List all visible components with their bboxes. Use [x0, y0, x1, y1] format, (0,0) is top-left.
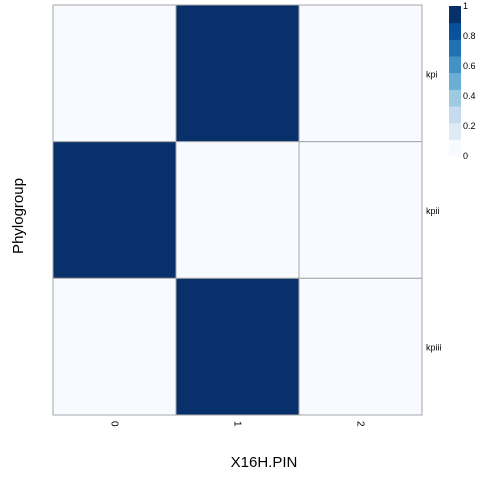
y-tick-label: kpii	[426, 206, 440, 216]
legend-color-block	[449, 72, 461, 90]
heatmap-cell-kpii-1	[175, 141, 300, 279]
heatmap-cell-kpiii-2	[298, 277, 423, 416]
legend-color-block	[449, 106, 461, 124]
heatmap-cell-kpiii-0	[52, 277, 177, 416]
heatmap-cell-kpii-2	[298, 141, 423, 279]
heatmap-cell-kpii-0	[52, 141, 177, 279]
legend-tick-label: 0	[463, 151, 468, 161]
legend-tick-label: 0.4	[463, 91, 476, 101]
x-tick-label: 1	[232, 421, 243, 427]
x-tick-label: 0	[109, 421, 120, 427]
x-tick-labels: 0 1 2	[109, 421, 366, 427]
color-legend: 0 0.2 0.4 0.6 0.8 1	[449, 1, 476, 161]
plot-border	[52, 4, 423, 416]
legend-color-block	[449, 56, 461, 74]
y-tick-labels: kpi kpii kpiii	[426, 69, 442, 352]
legend-color-block	[449, 139, 461, 157]
heatmap-cell-kpi-0	[52, 4, 177, 143]
heatmap-cell-kpiii-1	[175, 277, 300, 416]
legend-tick-label: 0.8	[463, 31, 476, 41]
y-tick-label: kpi	[426, 69, 438, 79]
heatmap-cell-kpi-1	[175, 4, 300, 143]
y-axis-label: Phylogroup	[10, 178, 27, 254]
legend-color-block	[449, 6, 461, 24]
legend-color-block	[449, 89, 461, 107]
x-tick-label: 2	[355, 421, 366, 427]
y-tick-label: kpiii	[426, 343, 442, 353]
legend-tick-label: 1	[463, 1, 468, 11]
legend-color-block	[449, 39, 461, 57]
legend-color-block	[449, 22, 461, 40]
legend-tick-label: 0.2	[463, 121, 476, 131]
heatmap-cell-kpi-2	[298, 4, 423, 143]
legend-color-block	[449, 122, 461, 140]
heatmap-cells	[52, 4, 423, 416]
legend-tick-label: 0.6	[463, 61, 476, 71]
x-axis-label: X16H.PIN	[231, 454, 298, 471]
